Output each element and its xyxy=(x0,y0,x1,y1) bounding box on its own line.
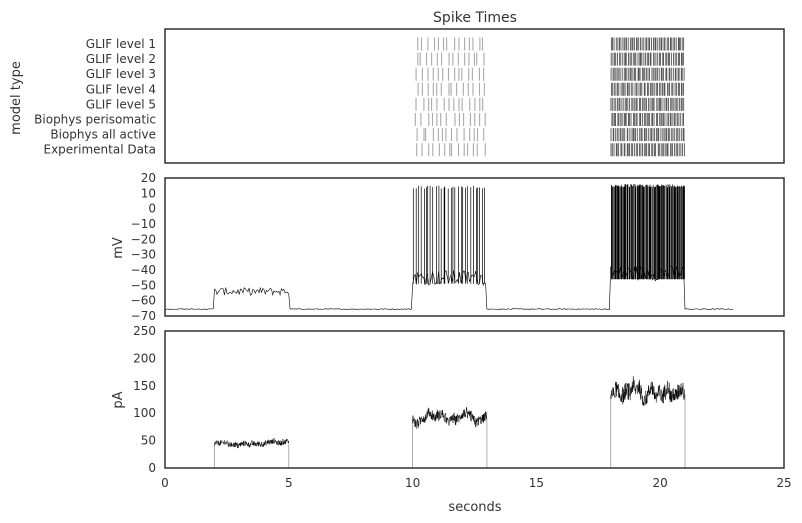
current-xtick-label: 20 xyxy=(653,476,668,490)
voltage-spike-group xyxy=(611,184,685,280)
current-xtick-label: 10 xyxy=(405,476,420,490)
raster-spike-group xyxy=(610,67,685,81)
raster-row-label: Biophys perisomatic xyxy=(34,113,156,127)
voltage-ytick-label: 20 xyxy=(141,171,156,185)
raster-spike-group xyxy=(415,67,485,81)
current-trace-segment xyxy=(412,406,488,429)
current-xlabel: seconds xyxy=(448,500,501,515)
voltage-ytick-label: −30 xyxy=(131,248,156,262)
voltage-spikes xyxy=(412,184,685,284)
voltage-ytick-label: 0 xyxy=(148,202,156,216)
raster-row-label: GLIF level 3 xyxy=(86,67,156,81)
current-step-edge xyxy=(610,394,686,468)
raster-spike-group xyxy=(414,113,486,126)
voltage-ytick-label: −10 xyxy=(131,217,156,231)
voltage-trace xyxy=(164,265,734,311)
current-step-edge xyxy=(214,443,290,468)
raster-spike-group xyxy=(611,113,684,126)
raster-frame xyxy=(164,28,785,164)
current-trace-segment xyxy=(214,437,290,449)
current-ytick-label: 250 xyxy=(133,324,156,338)
raster-title: Spike Times xyxy=(433,10,517,26)
raster-row-label: GLIF level 2 xyxy=(86,52,156,66)
voltage-ylabel: mV xyxy=(111,237,126,259)
current-xtick-label: 5 xyxy=(285,476,293,490)
raster-spike-group xyxy=(610,52,684,66)
raster-row-label: Biophys all active xyxy=(50,128,156,142)
voltage-spike-group xyxy=(412,185,485,284)
raster-spike-group xyxy=(610,82,685,96)
raster-spike-group xyxy=(610,128,685,142)
current-ytick-label: 100 xyxy=(133,406,156,420)
raster-spikes xyxy=(414,37,685,157)
voltage-ytick-label: −20 xyxy=(131,232,156,246)
voltage-ytick-label: 10 xyxy=(141,186,156,200)
voltage-ytick-label: −50 xyxy=(131,278,156,292)
current-trace-segment xyxy=(610,375,685,407)
current-frame xyxy=(164,330,785,469)
raster-row-label: Experimental Data xyxy=(44,143,157,157)
current-ylabel: pA xyxy=(111,391,126,408)
voltage-ytick-label: −40 xyxy=(131,263,156,277)
raster-spike-group xyxy=(416,128,485,142)
raster-ylabel: model type xyxy=(9,61,24,135)
current-traces xyxy=(214,375,686,468)
current-ytick-label: 0 xyxy=(148,461,156,475)
current-xtick-label: 0 xyxy=(161,476,169,490)
current-step-edge xyxy=(412,418,488,468)
voltage-ytick-label: −60 xyxy=(131,294,156,308)
voltage-frame xyxy=(164,177,785,317)
voltage-ytick-label: −70 xyxy=(131,309,156,323)
current-xtick-label: 25 xyxy=(776,476,791,490)
raster-spike-group xyxy=(417,52,485,66)
current-xticks: 0 5 10 15 20 25 xyxy=(161,476,791,490)
raster-spike-group xyxy=(416,143,486,157)
current-ytick-label: 150 xyxy=(133,379,156,393)
raster-spike-group xyxy=(610,37,685,51)
current-ytick-label: 50 xyxy=(141,434,156,448)
raster-spike-group xyxy=(417,82,485,96)
current-yticks: 0 50 100 150 200 250 xyxy=(133,324,156,475)
current-panel: pA 0 50 100 150 200 250 0 5 10 15 20 25 seconds xyxy=(111,324,792,515)
raster-row-label: GLIF level 5 xyxy=(86,97,156,111)
raster-row-label: GLIF level 1 xyxy=(86,37,156,51)
raster-panel: Spike Times model type GLIF level 1GLIF … xyxy=(9,10,785,164)
raster-spike-group xyxy=(610,97,685,111)
raster-spike-group xyxy=(415,97,484,111)
raster-spike-group xyxy=(417,37,484,51)
current-xtick-label: 15 xyxy=(529,476,544,490)
current-ytick-label: 200 xyxy=(133,351,156,365)
raster-row-label: GLIF level 4 xyxy=(86,82,156,96)
raster-spike-group xyxy=(610,143,685,157)
